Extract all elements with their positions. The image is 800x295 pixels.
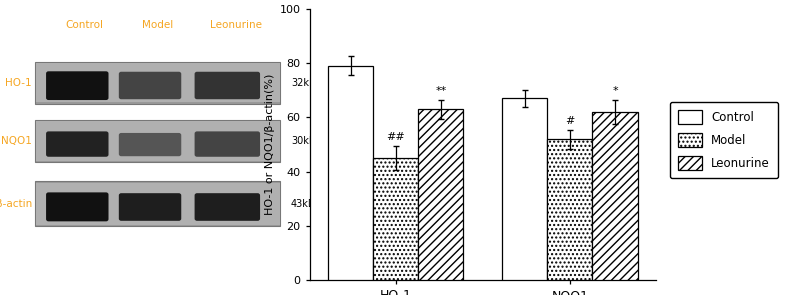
Bar	[35, 62, 280, 104]
Bar	[373, 158, 418, 280]
Bar	[593, 112, 638, 280]
Bar	[502, 99, 547, 280]
Text: HO-1: HO-1	[6, 78, 32, 88]
Bar	[35, 181, 280, 226]
Text: Model: Model	[142, 20, 174, 30]
Text: 32kDa: 32kDa	[291, 78, 322, 88]
Text: Leonurine: Leonurine	[210, 20, 262, 30]
Text: β-actin: β-actin	[0, 199, 32, 209]
FancyBboxPatch shape	[194, 193, 260, 221]
Text: *: *	[612, 86, 618, 96]
FancyBboxPatch shape	[194, 72, 260, 99]
Text: ##: ##	[386, 132, 405, 142]
FancyBboxPatch shape	[46, 71, 109, 100]
Bar	[418, 109, 463, 280]
Text: NQO1: NQO1	[1, 136, 32, 146]
Text: 43kDa: 43kDa	[291, 199, 322, 209]
FancyBboxPatch shape	[119, 133, 182, 156]
FancyBboxPatch shape	[194, 131, 260, 157]
Bar	[36, 183, 280, 224]
Text: Control: Control	[66, 20, 104, 30]
FancyBboxPatch shape	[46, 131, 109, 157]
Bar	[36, 122, 280, 161]
FancyBboxPatch shape	[119, 72, 182, 99]
Bar	[547, 139, 593, 280]
Y-axis label: HO-1 or NQO1/β-actin(%): HO-1 or NQO1/β-actin(%)	[266, 74, 275, 215]
FancyBboxPatch shape	[119, 193, 182, 221]
Legend: Control, Model, Leonurine: Control, Model, Leonurine	[670, 102, 778, 178]
Text: 30kDa: 30kDa	[291, 136, 322, 146]
FancyBboxPatch shape	[46, 192, 109, 221]
Bar	[36, 63, 280, 102]
Text: **: **	[435, 86, 446, 96]
Bar	[328, 66, 373, 280]
Text: #: #	[566, 116, 574, 126]
Bar	[35, 120, 280, 162]
